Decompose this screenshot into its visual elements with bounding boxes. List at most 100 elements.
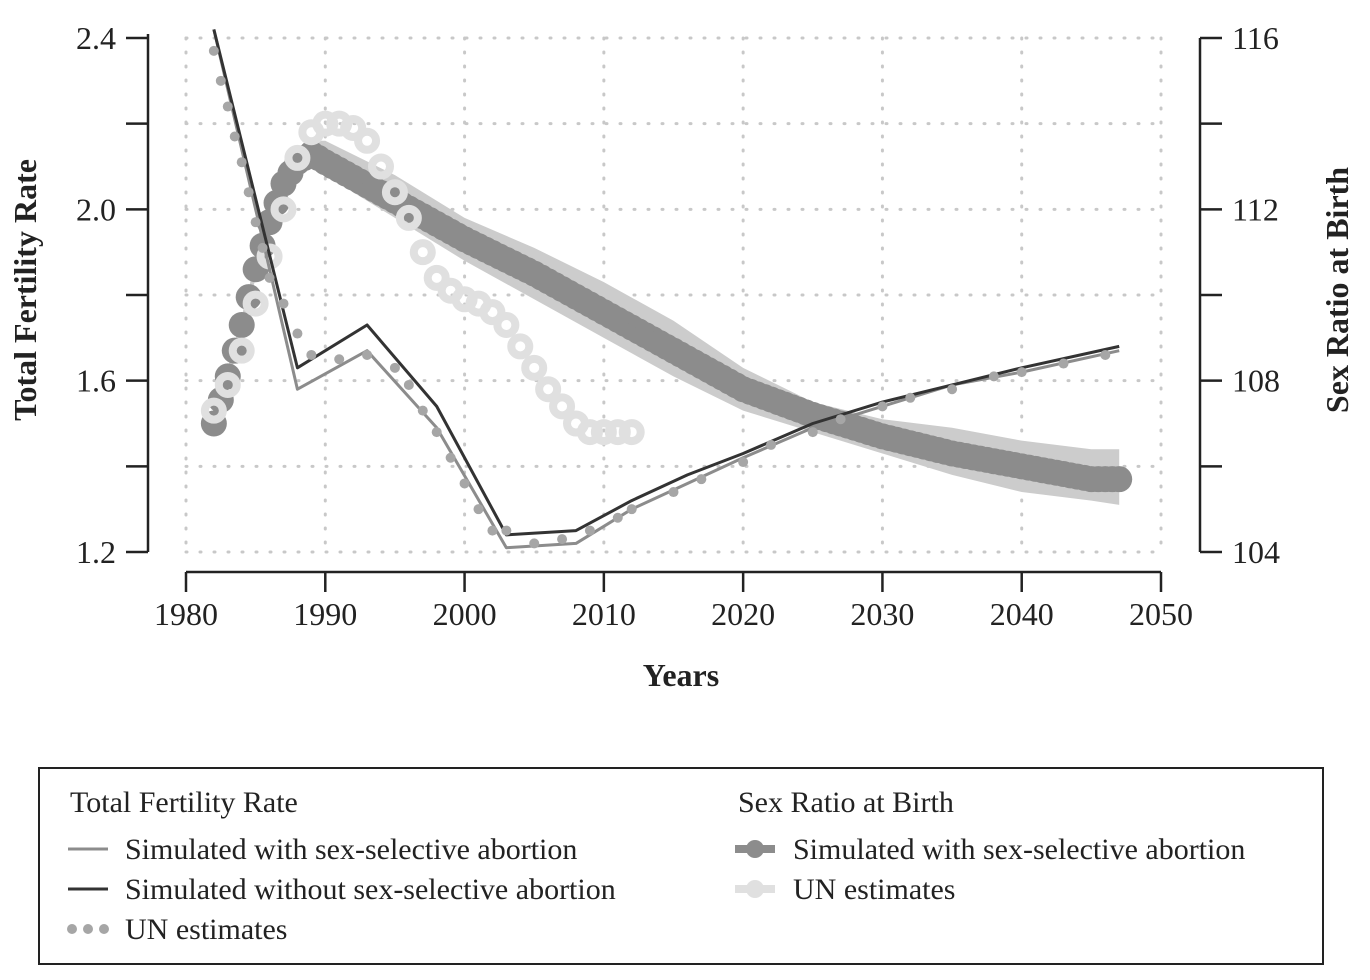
srb-un-point bbox=[214, 371, 241, 398]
y-axis-left-ticks: 1.2 1.6 2.0 2.4 bbox=[76, 20, 148, 570]
x-tick-label: 2040 bbox=[990, 596, 1054, 632]
srb-un-point bbox=[576, 419, 603, 446]
srb-un-point bbox=[242, 290, 269, 317]
tfr-un-point bbox=[431, 427, 442, 438]
srb-un-point bbox=[409, 239, 436, 266]
x-axis: 1980 1990 2000 2010 2020 2030 2040 2050 bbox=[154, 570, 1193, 632]
tfr-un-point bbox=[905, 392, 916, 403]
tfr-un-point bbox=[584, 525, 595, 536]
srb-un-point bbox=[423, 264, 450, 291]
tfr-un-point bbox=[501, 525, 512, 536]
srb-un-point bbox=[340, 114, 367, 141]
tfr-un-point bbox=[529, 538, 540, 549]
y-left-tick-label: 1.2 bbox=[76, 534, 116, 570]
srb-un-point bbox=[368, 153, 394, 180]
y-right-tick-label: 112 bbox=[1232, 191, 1279, 227]
srb-un-point bbox=[200, 397, 227, 424]
x-tick-label: 2020 bbox=[711, 596, 775, 632]
y-right-tick-label: 108 bbox=[1232, 363, 1280, 399]
series-srb-simulated bbox=[200, 140, 1133, 493]
legend-srb-un-swatch bbox=[735, 880, 775, 898]
tfr-un-point bbox=[696, 474, 707, 485]
srb-un-point bbox=[507, 333, 534, 360]
y-right-tick-label: 104 bbox=[1232, 534, 1280, 570]
tfr-un-point bbox=[236, 157, 247, 168]
tfr-un-point bbox=[612, 512, 623, 523]
srb-un-point bbox=[354, 127, 381, 154]
tfr-un-point bbox=[947, 384, 958, 395]
legend-tfr-un-swatch bbox=[67, 924, 109, 934]
srb-un-point bbox=[618, 419, 645, 446]
tfr-un-point bbox=[264, 272, 275, 283]
tfr-un-point bbox=[334, 354, 345, 365]
srb-un-point bbox=[228, 337, 255, 364]
srb-simulated-point bbox=[228, 311, 255, 338]
tfr-un-point bbox=[208, 45, 219, 56]
srb-un-point bbox=[493, 311, 520, 338]
srb-un-point bbox=[535, 376, 562, 403]
legend-box bbox=[38, 767, 1324, 965]
y-left-tick-label: 2.0 bbox=[76, 191, 116, 227]
srb-un-point bbox=[590, 419, 617, 446]
legend-tfr-title: Total Fertility Rate bbox=[70, 786, 298, 819]
tfr-un-point bbox=[835, 414, 846, 425]
tfr-un-point bbox=[807, 427, 818, 438]
tfr-un-point bbox=[473, 504, 484, 515]
tfr-un-point bbox=[988, 371, 999, 382]
x-tick-label: 1980 bbox=[154, 596, 218, 632]
tfr-un-point bbox=[403, 379, 414, 390]
tfr-un-point bbox=[222, 101, 233, 112]
y-axis-left: 1.2 1.6 2.0 2.4 bbox=[76, 20, 150, 570]
series-tfr-un bbox=[208, 45, 1111, 549]
tfr-un-point bbox=[459, 478, 470, 489]
tfr-un-point bbox=[668, 487, 679, 498]
tfr-un-point bbox=[417, 405, 428, 416]
legend-tfr-un-label: UN estimates bbox=[125, 913, 287, 946]
srb-un-point bbox=[312, 110, 339, 137]
srb-un-point bbox=[270, 196, 297, 223]
tfr-un-point bbox=[877, 401, 888, 412]
tfr-un-point bbox=[229, 131, 240, 142]
srb-un-point bbox=[521, 354, 548, 381]
tfr-un-point bbox=[1058, 358, 1069, 369]
tfr-un-point bbox=[257, 242, 268, 253]
srb-un-point bbox=[479, 299, 506, 326]
tfr-un-point bbox=[389, 362, 400, 373]
tfr-un-point bbox=[487, 525, 498, 536]
legend: Total Fertility Rate Sex Ratio at Birth … bbox=[38, 767, 1324, 965]
srb-un-point bbox=[549, 393, 576, 420]
tfr-un-point bbox=[250, 217, 261, 228]
y-left-tick-label: 1.6 bbox=[76, 363, 116, 399]
x-tick-label: 2000 bbox=[433, 596, 497, 632]
srb-un-point bbox=[381, 179, 408, 206]
x-axis-title: Years bbox=[643, 657, 719, 693]
x-tick-label: 1990 bbox=[293, 596, 357, 632]
x-axis-ticks: 1980 1990 2000 2010 2020 2030 2040 2050 bbox=[154, 572, 1193, 632]
legend-tfr-with-label: Simulated with sex-selective abortion bbox=[125, 833, 577, 866]
legend-tfr-without-label: Simulated without sex-selective abortion bbox=[125, 873, 616, 906]
y-axis-right-title: Sex Ratio at Birth bbox=[1319, 167, 1355, 413]
tfr-un-point bbox=[738, 457, 749, 468]
series-srb-un bbox=[200, 110, 645, 446]
tfr-un-point bbox=[1100, 349, 1111, 360]
y-axis-left-title: Total Fertility Rate bbox=[7, 159, 43, 421]
tfr-un-point bbox=[243, 187, 254, 198]
series-layer bbox=[200, 29, 1133, 550]
series-tfr-without bbox=[212, 29, 1120, 537]
x-tick-label: 2030 bbox=[850, 596, 914, 632]
srb-un-point bbox=[604, 419, 631, 446]
tfr-un-point bbox=[306, 349, 317, 360]
tfr-un-point bbox=[278, 298, 289, 309]
legend-srb-with-label: Simulated with sex-selective abortion bbox=[793, 833, 1245, 866]
tfr-un-point bbox=[362, 349, 373, 360]
tfr-un-point bbox=[557, 534, 568, 545]
srb-simulated-point bbox=[1106, 466, 1133, 493]
x-tick-label: 2010 bbox=[572, 596, 636, 632]
tfr-un-point bbox=[445, 452, 456, 463]
tfr-un-point bbox=[292, 328, 303, 339]
srb-un-point bbox=[284, 144, 311, 171]
tfr-un-point bbox=[1016, 367, 1027, 378]
x-tick-label: 2050 bbox=[1129, 596, 1193, 632]
tfr-un-point bbox=[626, 504, 637, 515]
